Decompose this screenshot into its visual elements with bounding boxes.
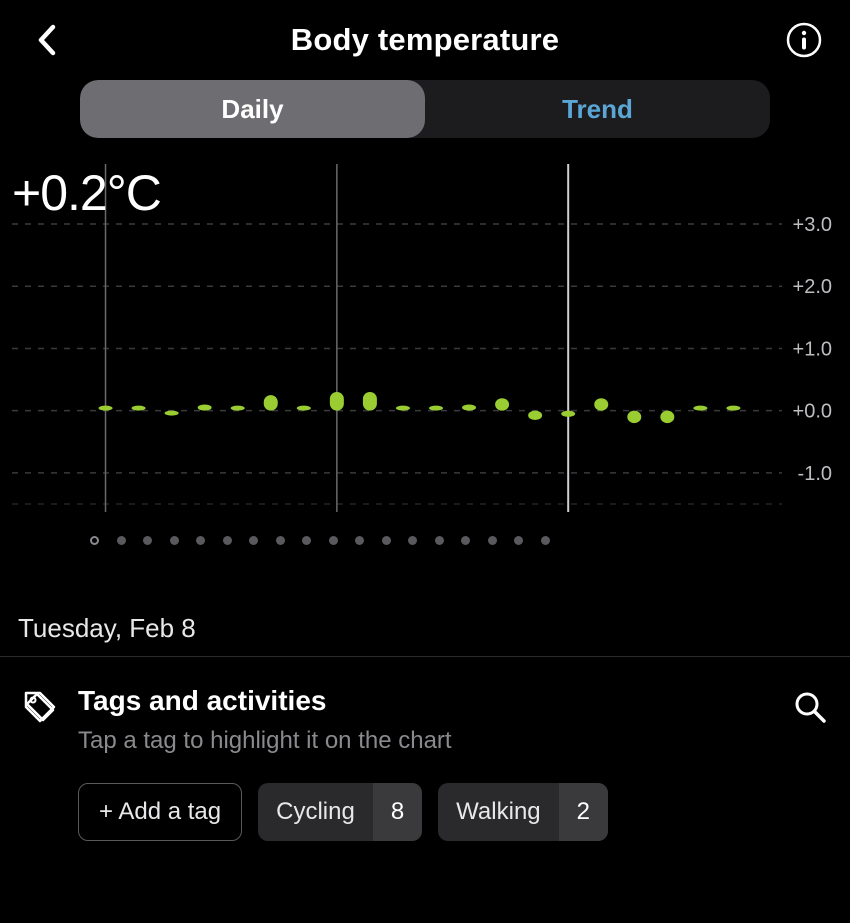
pagination-dot[interactable] [170,536,179,545]
tag-chip[interactable]: Walking2 [438,783,608,841]
svg-text:+1.0: +1.0 [793,338,832,360]
current-value: +0.2°C [12,164,161,222]
tab-trend[interactable]: Trend [425,80,770,138]
page-title: Body temperature [291,22,560,58]
pagination-dot[interactable] [117,536,126,545]
chevron-left-icon [35,23,57,57]
pagination-dot[interactable] [488,536,497,545]
svg-text:-1.0: -1.0 [798,463,832,485]
svg-text:+3.0: +3.0 [793,214,832,236]
date-label: Tuesday, Feb 8 [0,613,850,657]
svg-text:+2.0: +2.0 [793,276,832,298]
back-button[interactable] [24,18,68,62]
search-icon [792,689,828,725]
pagination-dots [12,536,838,545]
pagination-dot[interactable] [302,536,311,545]
pagination-dot[interactable] [196,536,205,545]
tag-chips: + Add a tag Cycling8 Walking2 [20,783,830,841]
pagination-dot[interactable] [249,536,258,545]
pagination-dot[interactable] [461,536,470,545]
add-tag-button[interactable]: + Add a tag [78,783,242,841]
pagination-dot[interactable] [382,536,391,545]
info-icon [785,21,823,59]
pagination-dot[interactable] [408,536,417,545]
chart-area: +0.2°C +3.0 +2.0 +1.0 +0.0 -1.0 [0,164,850,545]
tags-subtitle: Tap a tag to highlight it on the chart [78,727,772,755]
tabs-container: Daily Trend [0,72,850,138]
pagination-dot[interactable] [143,536,152,545]
tab-daily[interactable]: Daily [80,80,425,138]
pagination-dot[interactable] [329,536,338,545]
tag-chip-count: 8 [373,783,422,841]
pagination-dot[interactable] [276,536,285,545]
svg-text:+0.0: +0.0 [793,401,832,423]
pagination-dot[interactable] [514,536,523,545]
search-button[interactable] [790,687,830,727]
tags-title: Tags and activities [78,685,772,717]
tag-chip[interactable]: Cycling8 [258,783,422,841]
tag-chip-label: Walking [438,798,558,826]
pagination-dot[interactable] [541,536,550,545]
segmented-control: Daily Trend [80,80,770,138]
pagination-dot[interactable] [435,536,444,545]
tags-section: Tags and activities Tap a tag to highlig… [0,657,850,841]
header: Body temperature [0,0,850,72]
tag-chip-label: Cycling [258,798,373,826]
tags-header: Tags and activities Tap a tag to highlig… [20,685,830,755]
pagination-dot[interactable] [355,536,364,545]
pagination-dot[interactable] [223,536,232,545]
tag-chip-count: 2 [559,783,608,841]
tag-icon [20,687,60,727]
pagination-dot[interactable] [90,536,99,545]
info-button[interactable] [782,18,826,62]
